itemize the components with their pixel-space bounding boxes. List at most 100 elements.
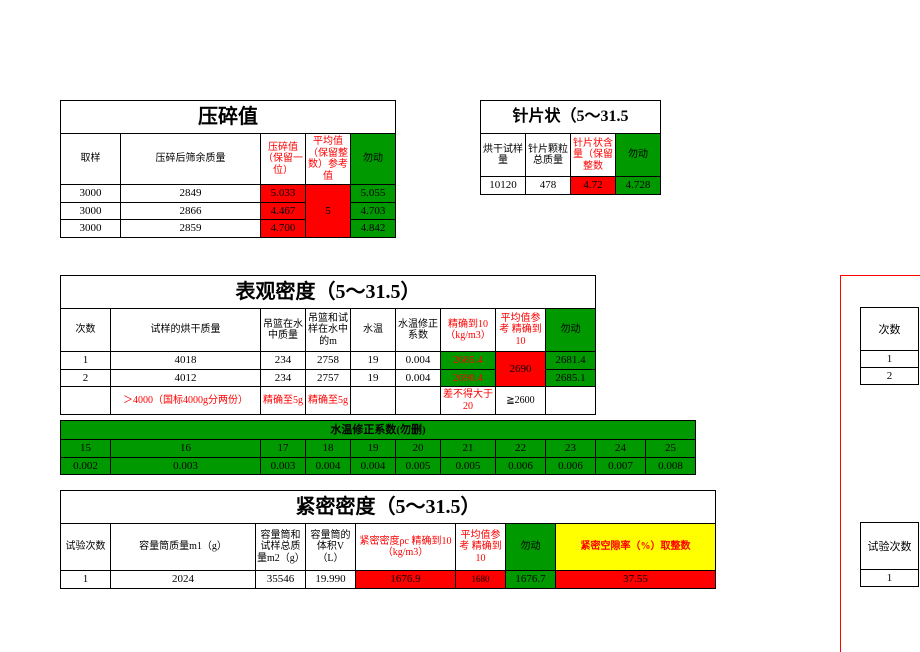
app-hdr-1: 试样的烘干质量 — [111, 309, 261, 352]
crush-hdr-0: 取样 — [61, 134, 121, 185]
crush-r0-b: 2849 — [121, 185, 261, 203]
tc-bot-1: 0.003 — [111, 457, 261, 475]
app-r1-g: 2690.4 — [441, 369, 496, 387]
needle-hdr-2: 针片状含量（保留整数 — [571, 134, 616, 177]
app-r1-f: 0.004 — [396, 369, 441, 387]
needle-r0-d: 4.728 — [616, 177, 661, 195]
tc-top-9: 24 — [596, 440, 646, 458]
crush-r1-b: 2866 — [121, 202, 261, 220]
cmp-r-d: 19.990 — [306, 571, 356, 589]
app-note-d: 精确至5g — [306, 387, 351, 415]
temp-title: 水温修正系数(勿删) — [61, 421, 696, 440]
crush-r2-c: 4.700 — [261, 220, 306, 238]
app-r0-a: 1 — [61, 352, 111, 370]
app-r1-i: 2685.1 — [546, 369, 596, 387]
crush-r0-c: 5.033 — [261, 185, 306, 203]
tc-bot-6: 0.005 — [441, 457, 496, 475]
stub1-r0: 1 — [861, 351, 919, 368]
tc-top-4: 19 — [351, 440, 396, 458]
app-r0-d: 2758 — [306, 352, 351, 370]
apparent-title: 表观密度（5～31.5） — [61, 276, 596, 309]
crush-r1-e: 4.703 — [351, 202, 396, 220]
tc-top-2: 17 — [261, 440, 306, 458]
app-hdr-4: 水温 — [351, 309, 396, 352]
tc-bot-0: 0.002 — [61, 457, 111, 475]
tc-top-0: 15 — [61, 440, 111, 458]
right-stub-table-2: 试验次数 1 — [860, 522, 919, 587]
app-hdr-3: 吊篮和试样在水中的m — [306, 309, 351, 352]
crush-r0-e: 5.055 — [351, 185, 396, 203]
compact-title: 紧密密度（5～31.5） — [61, 491, 716, 524]
app-avg: 2690 — [496, 352, 546, 387]
needle-flake-table: 针片状（5～31.5 烘干试样量 针片颗粒总质量 针片状含量（保留整数 勿动 1… — [480, 100, 661, 195]
app-r1-d: 2757 — [306, 369, 351, 387]
app-r1-b: 4012 — [111, 369, 261, 387]
cmp-hdr-6: 勿动 — [506, 524, 556, 571]
cmp-r-g: 1676.7 — [506, 571, 556, 589]
cmp-r-a: 1 — [61, 571, 111, 589]
crush-r2-e: 4.842 — [351, 220, 396, 238]
tc-top-1: 16 — [111, 440, 261, 458]
app-r0-b: 4018 — [111, 352, 261, 370]
crush-avg: 5 — [306, 185, 351, 238]
tc-top-6: 21 — [441, 440, 496, 458]
tc-top-5: 20 — [396, 440, 441, 458]
crush-hdr-1: 压碎后筛余质量 — [121, 134, 261, 185]
tc-top-10: 25 — [646, 440, 696, 458]
needle-hdr-1: 针片颗粒总质量 — [526, 134, 571, 177]
stub1-hdr: 次数 — [861, 308, 919, 351]
needle-r0-c: 4.72 — [571, 177, 616, 195]
needle-hdr-3: 勿动 — [616, 134, 661, 177]
needle-r0-a: 10120 — [481, 177, 526, 195]
app-note-blank — [61, 387, 111, 415]
cmp-hdr-7: 紧密空隙率（%）取整数 — [556, 524, 716, 571]
app-hdr-0: 次数 — [61, 309, 111, 352]
tc-bot-9: 0.007 — [596, 457, 646, 475]
tc-bot-8: 0.006 — [546, 457, 596, 475]
cmp-r-c: 35546 — [256, 571, 306, 589]
crush-r2-b: 2859 — [121, 220, 261, 238]
cmp-hdr-5: 平均值参考 精确到10 — [456, 524, 506, 571]
cmp-hdr-4: 紧密密度ρc 精确到10（kg/m3） — [356, 524, 456, 571]
crush-r1-c: 4.467 — [261, 202, 306, 220]
app-hdr-7: 平均值参考 精确到10 — [496, 309, 546, 352]
cmp-hdr-3: 容量筒的体积V（L） — [306, 524, 356, 571]
needle-title: 针片状（5～31.5 — [481, 101, 661, 134]
tc-bot-7: 0.006 — [496, 457, 546, 475]
app-r0-e: 19 — [351, 352, 396, 370]
stub1-r1: 2 — [861, 368, 919, 385]
app-hdr-6: 精确到10（kg/m3） — [441, 309, 496, 352]
needle-hdr-0: 烘干试样量 — [481, 134, 526, 177]
stub2-r0: 1 — [861, 570, 919, 587]
temp-correction-table: 水温修正系数(勿删) 1516171819202122232425 0.0020… — [60, 420, 696, 475]
cmp-r-h: 37.55 — [556, 571, 716, 589]
tc-bot-4: 0.004 — [351, 457, 396, 475]
app-note-c: 精确至5g — [261, 387, 306, 415]
cmp-hdr-1: 容量筒质量m1（g） — [111, 524, 256, 571]
app-r0-g: 2685.4 — [441, 352, 496, 370]
tc-bot-2: 0.003 — [261, 457, 306, 475]
tc-top-7: 22 — [496, 440, 546, 458]
crush-r2-a: 3000 — [61, 220, 121, 238]
app-note-b: ＞4000（国标4000g分两份） — [111, 387, 261, 415]
crush-r0-a: 3000 — [61, 185, 121, 203]
apparent-density-table: 表观密度（5～31.5） 次数 试样的烘干质量 吊篮在水中质量 吊篮和试样在水中… — [60, 275, 596, 415]
app-hdr-5: 水温修正系数 — [396, 309, 441, 352]
tc-top-3: 18 — [306, 440, 351, 458]
cmp-r-f: 1680 — [456, 571, 506, 589]
tc-top-8: 23 — [546, 440, 596, 458]
tc-bot-5: 0.005 — [396, 457, 441, 475]
app-r0-i: 2681.4 — [546, 352, 596, 370]
crush-r1-a: 3000 — [61, 202, 121, 220]
cmp-r-b: 2024 — [111, 571, 256, 589]
tc-bot-10: 0.008 — [646, 457, 696, 475]
app-r1-a: 2 — [61, 369, 111, 387]
app-note-h: ≧2600 — [496, 387, 546, 415]
compact-density-table: 紧密密度（5～31.5） 试验次数 容量筒质量m1（g） 容量筒和试样总质量m2… — [60, 490, 716, 589]
app-r0-c: 234 — [261, 352, 306, 370]
stub2-hdr: 试验次数 — [861, 523, 919, 570]
cmp-r-e: 1676.9 — [356, 571, 456, 589]
crush-hdr-3: 平均值（保留整数）参考值 — [306, 134, 351, 185]
cmp-hdr-2: 容量筒和试样总质量m2（g） — [256, 524, 306, 571]
crush-value-table: 压碎值 取样 压碎后筛余质量 压碎值（保留一位） 平均值（保留整数）参考值 勿动… — [60, 100, 396, 238]
